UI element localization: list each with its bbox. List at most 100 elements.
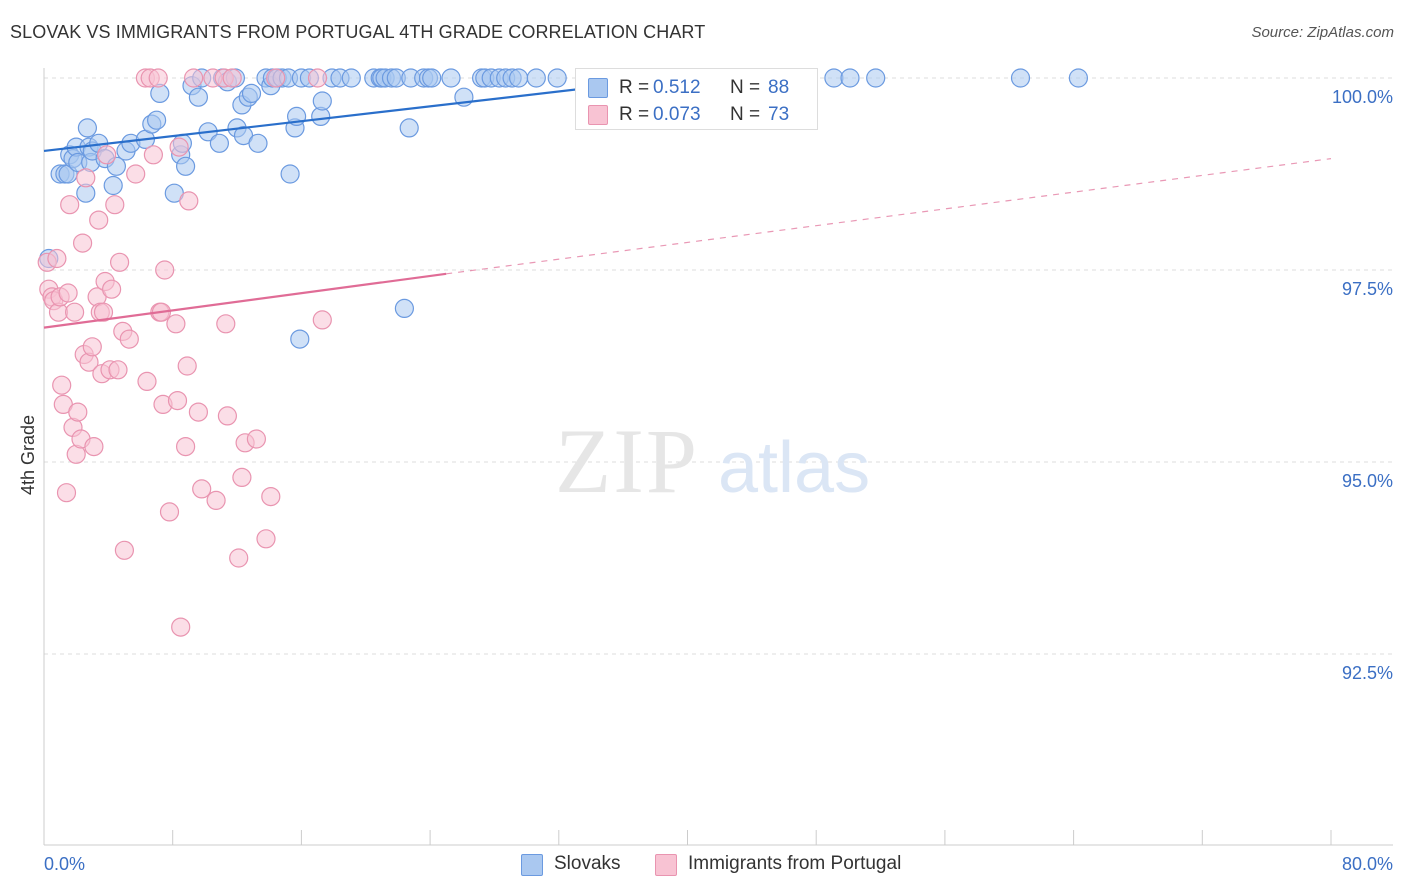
y-tick-label: 95.0% [1342, 471, 1393, 491]
portugal-point [47, 248, 67, 269]
legend-item-slovaks[interactable]: Slovaks [521, 852, 641, 878]
portugal-point [105, 195, 125, 215]
portugal-point [171, 617, 191, 637]
portugal-point [159, 502, 180, 522]
stats-row-portugal: R = 0.073 N = 73 [576, 102, 816, 128]
r-value: 0.512 [653, 77, 701, 98]
n-value: 88 [768, 77, 790, 98]
portugal-point [58, 283, 78, 303]
slovaks-point [248, 133, 268, 153]
portugal-point [222, 68, 242, 88]
slovaks-point [147, 110, 167, 130]
watermark-zip: ZIP [555, 410, 699, 512]
portugal-swatch [655, 854, 677, 876]
y-tick-label: 100.0% [1332, 87, 1393, 107]
slovaks-point [1010, 68, 1031, 88]
slovaks-point [312, 91, 332, 111]
x-tick-label: 80.0% [1342, 854, 1393, 874]
portugal-point [166, 314, 186, 334]
slovaks-point [77, 118, 98, 138]
portugal-point [137, 371, 157, 391]
slovaks-point [103, 175, 123, 196]
trend-lines [43, 79, 1332, 329]
legend-item-portugal[interactable]: Immigrants from Portugal [655, 852, 935, 878]
watermark-atlas: atlas [718, 428, 870, 508]
portugal-point [217, 406, 237, 426]
portugal-point [97, 145, 117, 165]
slovaks-point [1068, 68, 1089, 88]
portugal-point [169, 137, 189, 157]
portugal-point [312, 310, 332, 330]
portugal-point [177, 356, 197, 376]
r-label: R = [619, 77, 650, 98]
portugal-point [148, 68, 168, 88]
slovaks-point [341, 68, 361, 88]
r-value: 0.073 [653, 104, 701, 125]
slovaks-point [441, 68, 461, 88]
portugal-point [176, 437, 196, 457]
portugal-point [64, 302, 85, 322]
portugal-swatch [588, 105, 608, 125]
n-value: 73 [768, 104, 790, 125]
legend-label-portugal: Immigrants from Portugal [688, 853, 902, 874]
x-tick-label: 0.0% [44, 854, 85, 874]
slovaks-point [176, 156, 196, 176]
portugal-point [93, 302, 114, 322]
r-label: R = [619, 104, 650, 125]
portugal-point [72, 233, 93, 253]
portugal-point [192, 479, 212, 499]
legend-label-slovaks: Slovaks [554, 853, 621, 874]
tick-labels: 100.0% 97.5% 95.0% 92.5% 0.0% 80.0% 4th Grade [18, 87, 1393, 874]
slovaks-swatch [521, 854, 543, 876]
slovaks-point [394, 298, 414, 318]
portugal-point [307, 68, 328, 88]
portugal-point [261, 487, 281, 507]
y-tick-label: 97.5% [1342, 279, 1393, 299]
portugal-point [143, 145, 163, 165]
n-label: N = [730, 77, 761, 98]
slovaks-point [209, 133, 229, 153]
portugal-point [60, 195, 80, 215]
portugal-point [246, 429, 266, 449]
slovaks-point [188, 87, 208, 107]
portugal-point [108, 360, 128, 380]
stats-legend: R = 0.512 N = 88 R = 0.073 N = 73 [575, 68, 818, 130]
portugal-point [109, 252, 130, 272]
portugal-point [188, 402, 208, 422]
y-tick-label: 92.5% [1342, 663, 1393, 683]
slovaks-trend-line [43, 79, 656, 153]
portugal-point [126, 164, 146, 184]
portugal-point [155, 260, 175, 280]
source-label: Source: ZipAtlas.com [1251, 24, 1394, 41]
slovaks-point [526, 68, 546, 88]
portugal-point [167, 391, 188, 411]
portugal-trend-line [43, 272, 447, 329]
portugal-point [229, 548, 249, 568]
stats-row-slovaks: R = 0.512 N = 88 [576, 75, 816, 101]
portugal-point [76, 168, 96, 188]
slovaks-point [840, 68, 860, 88]
axes [43, 68, 1393, 846]
portugal-point [206, 490, 226, 510]
portugal-point [184, 68, 204, 88]
portugal-point [119, 329, 139, 349]
portugal-point [84, 437, 104, 457]
data-points [37, 68, 1089, 637]
chart-title: SLOVAK VS IMMIGRANTS FROM PORTUGAL 4TH G… [10, 22, 706, 42]
portugal-point [114, 540, 135, 560]
portugal-point [68, 402, 88, 422]
slovaks-swatch [588, 78, 608, 98]
portugal-point [82, 337, 102, 357]
slovaks-point [824, 68, 844, 88]
portugal-point [216, 314, 236, 334]
slovaks-point [241, 83, 262, 104]
slovaks-point [399, 118, 419, 138]
watermark: ZIP atlas [555, 410, 870, 512]
y-axis-title: 4th Grade [18, 415, 38, 495]
slovaks-point [422, 68, 442, 88]
portugal-point [256, 529, 276, 549]
n-label: N = [730, 104, 761, 125]
portugal-point [232, 467, 252, 487]
slovaks-point [547, 68, 567, 88]
